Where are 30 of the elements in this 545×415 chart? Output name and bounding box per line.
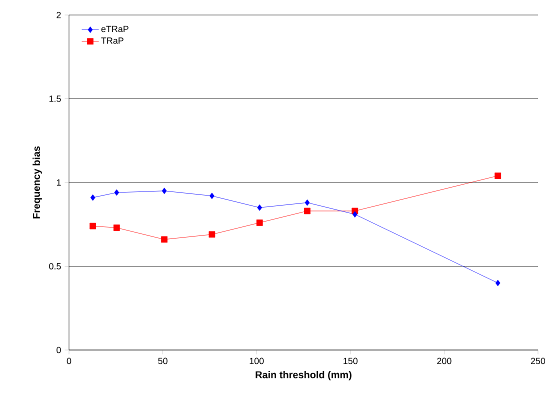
- point: [161, 236, 168, 243]
- x-tick-label: 0: [66, 358, 72, 364]
- point: [208, 231, 216, 238]
- x-tick-label: 100: [250, 358, 264, 364]
- point: [210, 192, 214, 200]
- x-tick-label: 250: [530, 358, 545, 364]
- point: [90, 222, 96, 230]
- y-axis-title: Frequency bias: [32, 146, 42, 218]
- legend-label: eTRaP: [101, 26, 128, 32]
- x-tick-label: 200: [437, 358, 452, 364]
- y-tick-label: 2: [56, 12, 61, 18]
- point: [90, 194, 96, 201]
- point: [257, 204, 262, 211]
- point: [352, 211, 358, 218]
- legend-label: TRaP: [101, 38, 124, 44]
- x-tick-label: 150: [344, 358, 358, 364]
- y-tick-label: 0.5: [49, 263, 61, 270]
- point: [494, 172, 502, 179]
- y-tick-label: 1: [56, 179, 61, 186]
- point: [495, 280, 500, 286]
- y-tick-label: 0: [56, 346, 61, 354]
- point: [304, 208, 310, 214]
- x-tick-label: 50: [158, 358, 168, 364]
- x-axis-title: Rain threshold (mm): [256, 370, 352, 380]
- point: [162, 188, 167, 194]
- point: [304, 199, 310, 206]
- point: [113, 224, 120, 231]
- point: [256, 220, 263, 226]
- point: [114, 189, 120, 196]
- y-tick-label: 1.5: [49, 96, 61, 102]
